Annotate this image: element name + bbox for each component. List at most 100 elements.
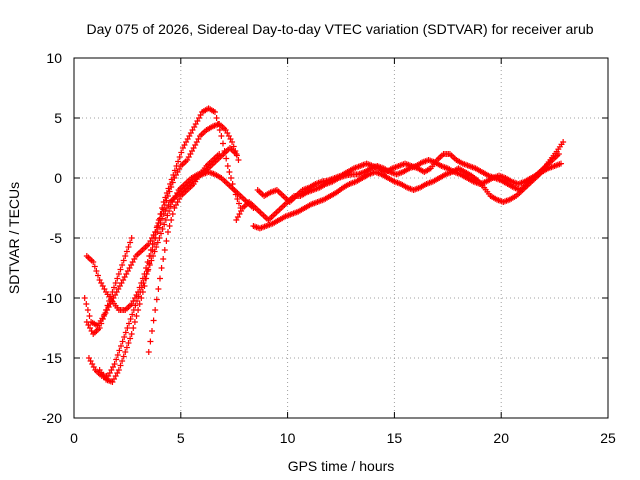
data-point bbox=[122, 349, 129, 355]
data-point bbox=[414, 165, 421, 172]
data-point bbox=[216, 151, 223, 157]
data-point bbox=[126, 265, 133, 271]
data-point bbox=[231, 187, 238, 193]
data-point bbox=[560, 139, 567, 145]
data-point bbox=[344, 169, 351, 175]
data-point bbox=[90, 259, 97, 265]
data-point bbox=[361, 169, 368, 175]
data-point bbox=[271, 211, 278, 217]
data-point bbox=[502, 175, 509, 181]
data-point bbox=[103, 376, 110, 383]
data-point bbox=[96, 277, 103, 283]
data-point bbox=[152, 307, 159, 313]
data-point bbox=[363, 160, 370, 167]
data-point bbox=[382, 169, 389, 175]
data-point bbox=[254, 187, 261, 193]
data-point bbox=[293, 193, 300, 199]
data-point bbox=[350, 165, 357, 172]
data-point bbox=[461, 169, 468, 175]
data-point bbox=[312, 181, 319, 187]
data-point bbox=[423, 181, 430, 187]
data-point bbox=[190, 145, 197, 151]
data-point bbox=[446, 151, 453, 157]
data-point bbox=[117, 343, 124, 349]
data-point bbox=[399, 169, 406, 175]
data-point bbox=[145, 349, 152, 355]
data-point bbox=[498, 177, 505, 184]
data-point bbox=[410, 187, 417, 193]
data-point bbox=[464, 175, 471, 181]
x-tick-label: 20 bbox=[493, 430, 509, 446]
data-point bbox=[517, 187, 524, 193]
data-point bbox=[128, 331, 135, 337]
data-point bbox=[256, 225, 263, 232]
data-point bbox=[265, 217, 272, 223]
data-point bbox=[425, 157, 432, 163]
data-point bbox=[246, 199, 253, 205]
axis-ticks: 0 5 10 15 20 25 -20 -15 -10 -5 0 5 10 bbox=[42, 50, 616, 446]
data-point bbox=[359, 175, 366, 181]
data-point bbox=[436, 175, 443, 181]
data-point bbox=[457, 171, 464, 178]
data-point bbox=[211, 109, 218, 115]
data-point bbox=[205, 105, 212, 112]
data-point bbox=[171, 205, 178, 211]
data-point bbox=[314, 199, 321, 205]
data-point bbox=[523, 181, 530, 187]
data-point bbox=[288, 211, 295, 217]
x-tick-label: 0 bbox=[70, 430, 78, 446]
data-point bbox=[132, 253, 139, 259]
data-point bbox=[397, 181, 404, 187]
data-point bbox=[197, 171, 204, 178]
data-point bbox=[269, 220, 276, 227]
data-point bbox=[333, 189, 340, 196]
data-point bbox=[115, 367, 122, 373]
x-tick-label: 10 bbox=[280, 430, 296, 446]
data-point bbox=[258, 211, 265, 217]
data-point bbox=[218, 175, 225, 181]
data-point bbox=[372, 169, 379, 175]
data-point bbox=[103, 289, 110, 295]
data-point bbox=[224, 163, 231, 169]
data-point bbox=[103, 307, 110, 313]
grid-lines bbox=[74, 58, 608, 418]
data-point bbox=[164, 229, 171, 235]
data-point bbox=[199, 109, 206, 115]
data-point bbox=[549, 157, 556, 163]
data-point bbox=[273, 187, 280, 193]
data-point bbox=[393, 171, 400, 178]
data-point bbox=[299, 187, 306, 193]
data-point bbox=[472, 165, 479, 172]
data-point bbox=[459, 160, 466, 167]
series-fill-markers bbox=[147, 152, 221, 345]
data-point bbox=[203, 127, 210, 133]
data-point bbox=[551, 163, 558, 169]
data-point bbox=[466, 163, 473, 169]
data-point bbox=[365, 171, 372, 178]
data-point bbox=[233, 217, 240, 223]
data-point bbox=[543, 163, 550, 169]
y-axis-label: SDTVAR / TECUs bbox=[6, 182, 22, 294]
data-point bbox=[455, 165, 462, 172]
data-point bbox=[453, 157, 460, 163]
series-track-5 bbox=[83, 235, 135, 337]
data-points bbox=[81, 105, 567, 385]
data-point bbox=[483, 178, 490, 185]
data-point bbox=[237, 193, 244, 199]
data-point bbox=[203, 163, 210, 169]
data-point bbox=[493, 196, 500, 203]
data-point bbox=[348, 171, 355, 178]
data-point bbox=[267, 189, 274, 196]
data-point bbox=[276, 217, 283, 223]
data-point bbox=[310, 187, 317, 193]
data-point bbox=[340, 184, 347, 191]
data-point bbox=[438, 163, 445, 169]
series-fill-markers bbox=[87, 146, 238, 379]
data-point bbox=[487, 193, 494, 199]
data-point bbox=[419, 159, 426, 166]
data-point bbox=[346, 181, 353, 187]
data-point bbox=[109, 379, 116, 385]
data-point bbox=[417, 184, 424, 191]
data-point bbox=[500, 199, 507, 205]
data-point bbox=[355, 171, 362, 178]
